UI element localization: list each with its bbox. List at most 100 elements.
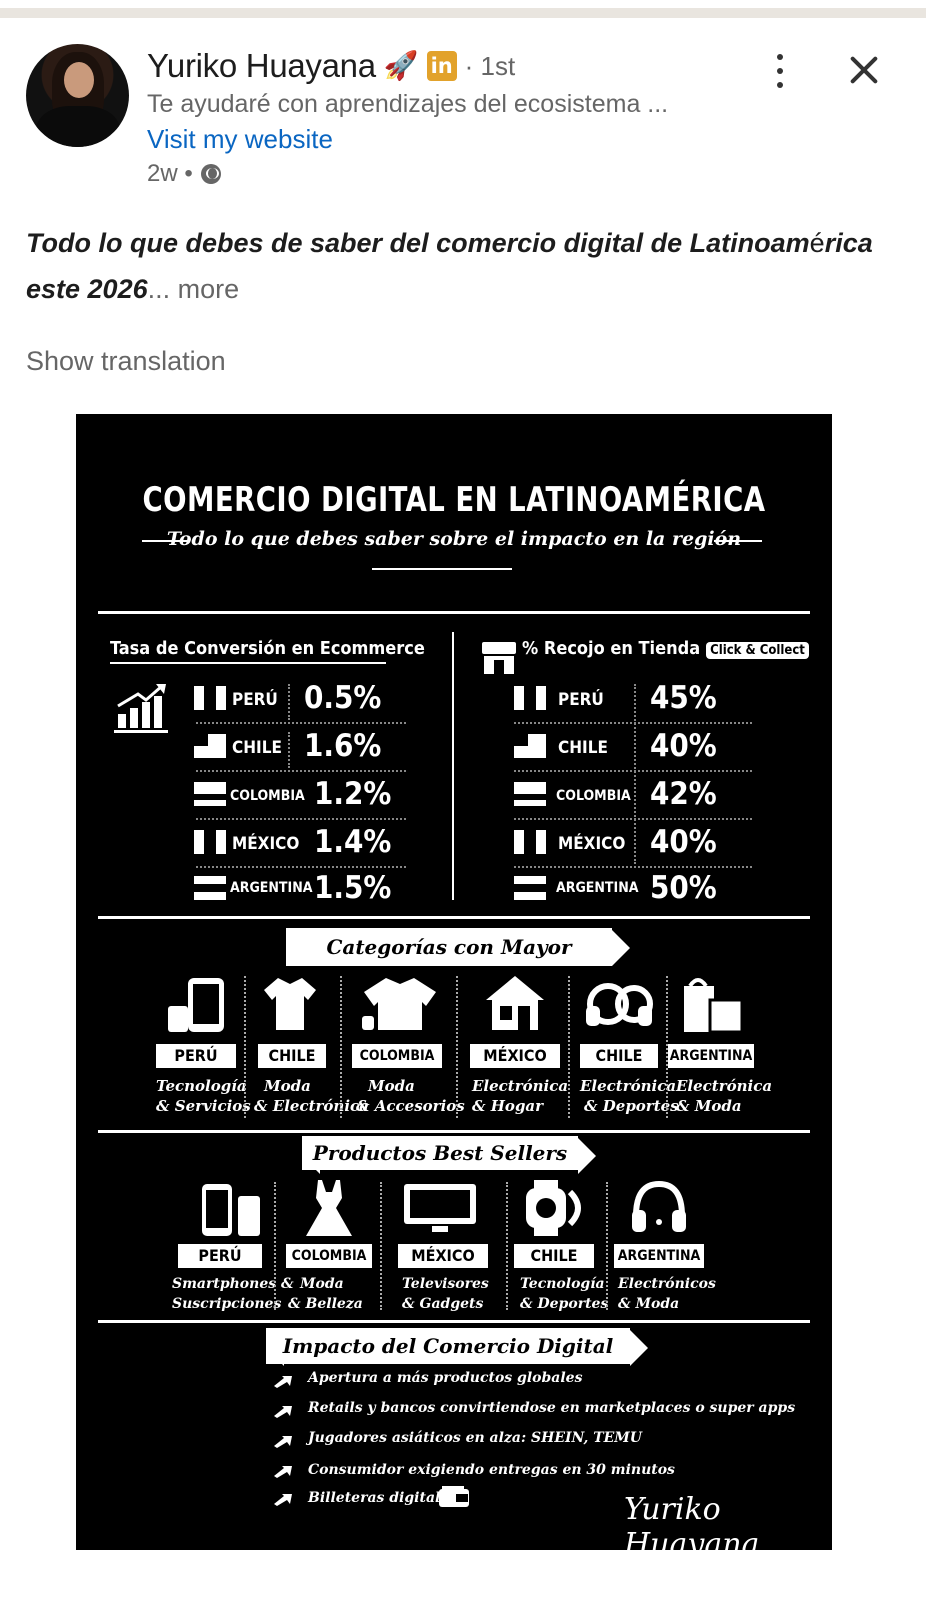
category-line2: & Accesorios [356,1097,465,1115]
flag-icon-colombia [194,782,226,806]
conversion-heading: Tasa de Conversión en Ecommerce [110,638,425,659]
category-line1: Moda [368,1077,415,1095]
close-icon[interactable] [846,52,882,88]
category-country: CHILE [258,1044,326,1068]
flag-icon-mexico [194,830,226,854]
row-separator [196,770,406,772]
column-separator [340,976,342,1118]
conversion-value: 0.5% [304,680,382,716]
clothing-icon [362,978,436,1030]
category-country: ARGENTINA [668,1044,754,1068]
title-underline [372,568,512,570]
conversion-value: 1.5% [314,870,392,906]
category-line1: Electrónica [580,1077,677,1095]
growth-chart-icon [114,684,168,733]
shopping-bags-icon [684,978,744,1034]
pickup-value: 45% [650,680,717,716]
rocket-emoji: 🚀 [383,50,419,81]
conversion-country: COLOMBIA [230,788,305,804]
category-line2: & Moda [676,1097,742,1115]
post-time: 2w • [147,160,193,187]
bestseller-description: Smartphones & Suscripciones [172,1274,294,1314]
infographic-subtitle: Todo lo que debes saber sobre el impacto… [166,528,742,550]
conversion-value: 1.2% [314,776,392,812]
arrow-icon [274,1376,292,1388]
category-description: Moda & Accesorios [356,1076,465,1116]
category-line1: Electrónica [676,1077,773,1095]
ribbon-tail-right [612,930,648,966]
see-more-button[interactable]: ... more [147,274,240,304]
arrow-icon [274,1406,292,1418]
pickup-value: 42% [650,776,717,812]
bestseller-description: Moda & Belleza [288,1274,363,1314]
impact-bullet: Retails y bancos convirtiendose en marke… [308,1400,796,1416]
row-separator [514,770,752,772]
bestseller-country: MÉXICO [398,1244,488,1268]
store-icon [482,642,516,674]
bestseller-country: CHILE [514,1244,594,1268]
bestseller-line1: Tecnología [520,1276,605,1292]
category-country: MÉXICO [470,1044,560,1068]
headphones-icon [632,1180,686,1232]
flag-icon-chile [514,734,546,758]
website-link[interactable]: Visit my website [147,124,333,154]
impact-bullet: Apertura a más productos globales [308,1370,583,1386]
subtitle-line-left [142,540,190,542]
pickup-value: 40% [650,728,717,764]
author-avatar[interactable] [26,44,129,147]
author-name-row: Yuriko Huayana 🚀 in · 1st [147,44,515,88]
bestseller-description: Televisores & Gadgets [402,1274,489,1314]
top-divider-bar [0,8,926,18]
column-separator [606,1182,608,1310]
bestseller-line1: Moda [300,1276,344,1292]
headphones-icon [586,983,653,1026]
post-text-part1: Todo lo que debes de saber del comercio … [26,228,810,258]
column-separator [380,1182,382,1310]
column-separator [244,976,246,1118]
home-icon [486,976,544,1030]
bestseller-line2: & Belleza [288,1296,363,1312]
avatar-face [64,62,94,98]
section-divider-4 [98,1320,810,1323]
pickup-country: MÉXICO [558,834,626,854]
conversion-heading-underline [110,662,386,664]
infographic-image[interactable]: COMERCIO DIGITAL EN LATINOAMÉRICA Todo l… [76,414,832,1562]
impact-heading: Impacto del Comercio Digital en LATAM [266,1328,630,1394]
click-collect-chip: Click & Collect [706,642,809,659]
row-separator [196,722,406,724]
bestseller-line1: Televisores [402,1276,489,1292]
category-line2: & Electrónica [254,1097,369,1115]
column-separator [288,684,290,720]
more-options-icon[interactable] [770,54,790,88]
column-separator [666,976,668,1118]
category-description: Electrónica & Deportes [580,1076,679,1116]
bestseller-line2: & Gadgets [402,1296,484,1312]
post-text-part3: rica este 2026 [26,228,873,304]
ribbon-tail-right [578,1138,614,1174]
category-country: COLOMBIA [352,1044,442,1068]
column-separator [506,1182,508,1310]
avatar-body [36,106,120,147]
arrow-icon [274,1466,292,1478]
connection-degree: · 1st [464,50,516,81]
category-description: Electrónica & Hogar [472,1076,568,1116]
pickup-value: 40% [650,824,717,860]
section-divider-2 [98,916,810,919]
conversion-country: ARGENTINA [230,880,313,896]
post-text: Todo lo que debes de saber del comercio … [26,220,886,312]
conversion-value: 1.4% [314,824,392,860]
categories-heading: Categorías con Mayor Crecimiento [286,928,612,997]
bestseller-country: COLOMBIA [286,1244,372,1268]
row-separator [514,818,752,820]
show-translation-button[interactable]: Show translation [26,346,226,376]
bestseller-line2: Suscripciones [172,1296,282,1312]
bestseller-line1: Electrónicos [618,1276,716,1292]
subtitle-line-right [714,540,762,542]
television-icon [404,1184,476,1232]
section-divider-1 [98,611,810,614]
pickup-country: COLOMBIA [556,788,631,804]
category-country: CHILE [580,1044,658,1068]
author-name[interactable]: Yuriko Huayana [147,47,376,84]
conversion-country: CHILE [232,738,282,758]
globe-icon [200,164,221,184]
